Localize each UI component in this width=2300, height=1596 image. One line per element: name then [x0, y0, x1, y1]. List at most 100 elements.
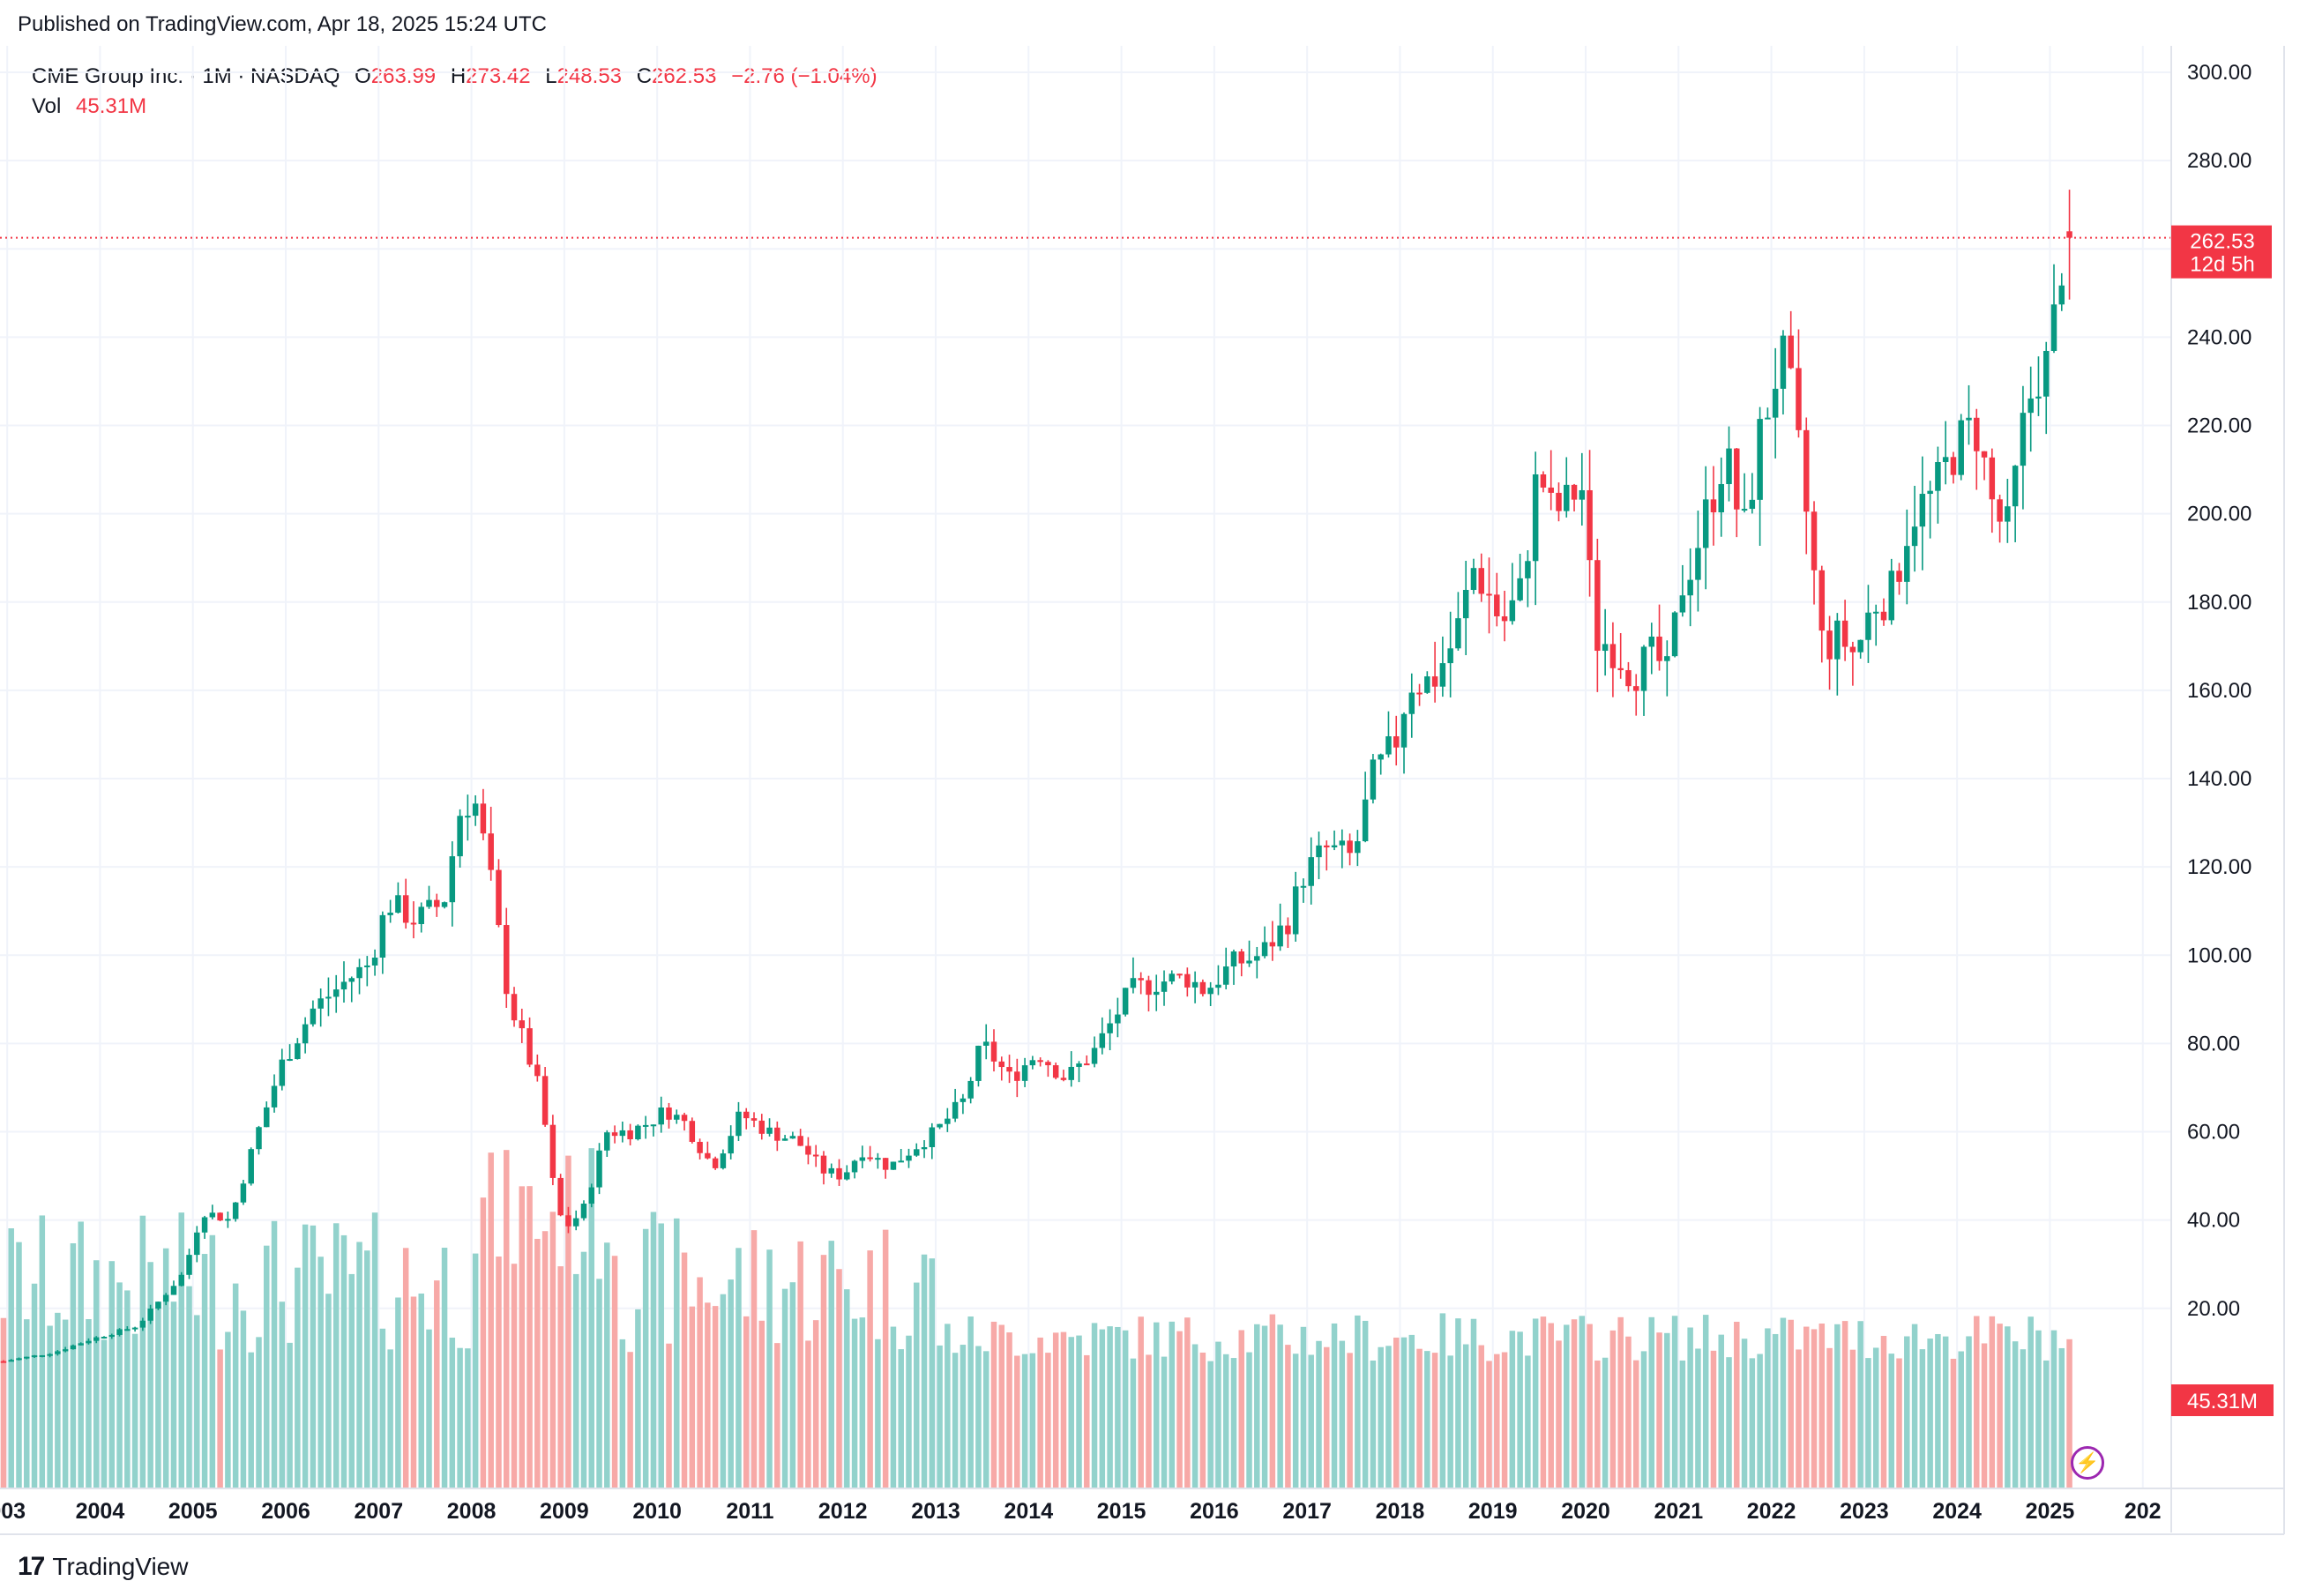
volume-bar	[619, 1339, 626, 1488]
volume-bar	[975, 1346, 982, 1488]
candle-body	[379, 914, 386, 958]
candle-body	[1796, 368, 1802, 430]
candle-body	[1215, 984, 1221, 988]
volume-bar	[194, 1315, 200, 1488]
volume-bar	[1880, 1336, 1887, 1488]
high-label: H	[450, 64, 467, 88]
candle-body	[750, 1118, 758, 1121]
volume-bar	[1068, 1337, 1074, 1488]
volume-bar	[541, 1231, 549, 1488]
candle-body	[998, 1061, 1005, 1068]
candle-body	[1285, 925, 1291, 935]
y-tick-label: 200.00	[2187, 503, 2251, 526]
candle-body	[70, 1345, 77, 1350]
volume-bar	[1455, 1318, 1461, 1488]
candle-body	[1950, 457, 1957, 475]
volume-bar	[1324, 1346, 1330, 1488]
candle-body	[1416, 692, 1423, 695]
volume-bar	[642, 1228, 649, 1488]
tradingview-logo[interactable]: 17 TradingView	[18, 1552, 188, 1582]
volume-bar	[116, 1282, 123, 1488]
candle-body	[960, 1098, 967, 1102]
volume-bar	[511, 1264, 518, 1488]
candle-body	[310, 1008, 317, 1025]
candle-body	[1408, 692, 1415, 714]
x-tick-label: 2006	[261, 1499, 310, 1524]
volume-bar	[449, 1338, 456, 1488]
volume-bar	[1230, 1358, 1237, 1488]
candle-body	[1439, 663, 1446, 687]
volume-bar	[635, 1309, 641, 1488]
symbol-label[interactable]: CME Group Inc. · 1M · NASDAQ	[32, 64, 340, 88]
candles	[0, 190, 2072, 1363]
volume-bar	[1292, 1354, 1299, 1488]
lightning-icon[interactable]: ⚡	[2071, 1446, 2104, 1480]
volume-bar	[990, 1321, 997, 1488]
candle-body	[1718, 483, 1724, 513]
candle-body	[1052, 1065, 1059, 1078]
volume-bar	[1107, 1326, 1113, 1488]
volume-bar	[1029, 1353, 1036, 1488]
volume-bar	[844, 1289, 850, 1488]
candle-body	[875, 1158, 881, 1160]
volume-row: Vol 45.31M	[32, 92, 877, 122]
volume-bar	[549, 1212, 556, 1488]
volume-bar	[1834, 1324, 1841, 1488]
candle-body	[1339, 840, 1346, 846]
last-price-badge-bg	[2171, 225, 2272, 279]
candle-body	[1548, 487, 1554, 493]
volume-bar	[1130, 1358, 1137, 1488]
candle-body	[449, 856, 456, 903]
volume-bar	[867, 1250, 873, 1488]
candle-body	[1431, 676, 1438, 687]
volume-bar	[2027, 1316, 2034, 1488]
volume-bar	[1632, 1360, 1639, 1488]
volume-bar	[1625, 1336, 1632, 1488]
volume-bar	[1470, 1318, 1477, 1488]
candle-body	[658, 1108, 664, 1125]
candle-body	[1734, 448, 1740, 510]
volume-bar	[1927, 1339, 1933, 1488]
volume-bar	[2012, 1341, 2019, 1488]
candle-body	[1107, 1023, 1113, 1033]
candle-body	[93, 1337, 100, 1341]
candle-body	[264, 1107, 270, 1128]
candle-body	[650, 1124, 657, 1127]
volume-label[interactable]: Vol	[32, 94, 62, 118]
volume-bar	[1037, 1337, 1043, 1488]
volume-bar	[1796, 1349, 1802, 1488]
candle-body	[340, 981, 347, 990]
volume-bar	[1841, 1321, 1848, 1488]
candle-body	[1316, 845, 1322, 858]
y-tick-label: 220.00	[2187, 414, 2251, 438]
volume-bar	[201, 1254, 208, 1488]
volume-bar	[1772, 1333, 1779, 1488]
volume-bar	[1122, 1330, 1129, 1488]
volume-bar	[1478, 1345, 1484, 1488]
candle-body	[945, 1118, 951, 1124]
volume-bar	[124, 1290, 131, 1488]
candle-body	[1400, 713, 1408, 748]
candle-body	[604, 1132, 610, 1151]
last-price-badge: 262.53 12d 5h	[2171, 225, 2272, 279]
x-tick-label: 2020	[1561, 1499, 1610, 1524]
candle-body	[611, 1132, 618, 1137]
candle-body	[1989, 457, 1996, 500]
candle-body	[1091, 1048, 1098, 1064]
candle-body	[1880, 611, 1887, 621]
x-tick-label: 2019	[1468, 1499, 1518, 1524]
candle-body	[1517, 578, 1523, 600]
x-tick-label: 2015	[1097, 1499, 1146, 1524]
volume-bar	[1571, 1319, 1578, 1488]
volume-bar	[317, 1257, 324, 1488]
volume-bar	[1556, 1340, 1562, 1488]
volume-bar	[1076, 1335, 1082, 1488]
x-tick-label: 2017	[1282, 1499, 1332, 1524]
last-price-text: 262.53	[2190, 230, 2254, 254]
candle-body	[1741, 509, 1748, 511]
candle-body	[1138, 978, 1144, 981]
volume-bar	[1648, 1316, 1655, 1488]
candle-body	[39, 1354, 46, 1357]
volume-badge: 45.31M	[2171, 1384, 2274, 1416]
